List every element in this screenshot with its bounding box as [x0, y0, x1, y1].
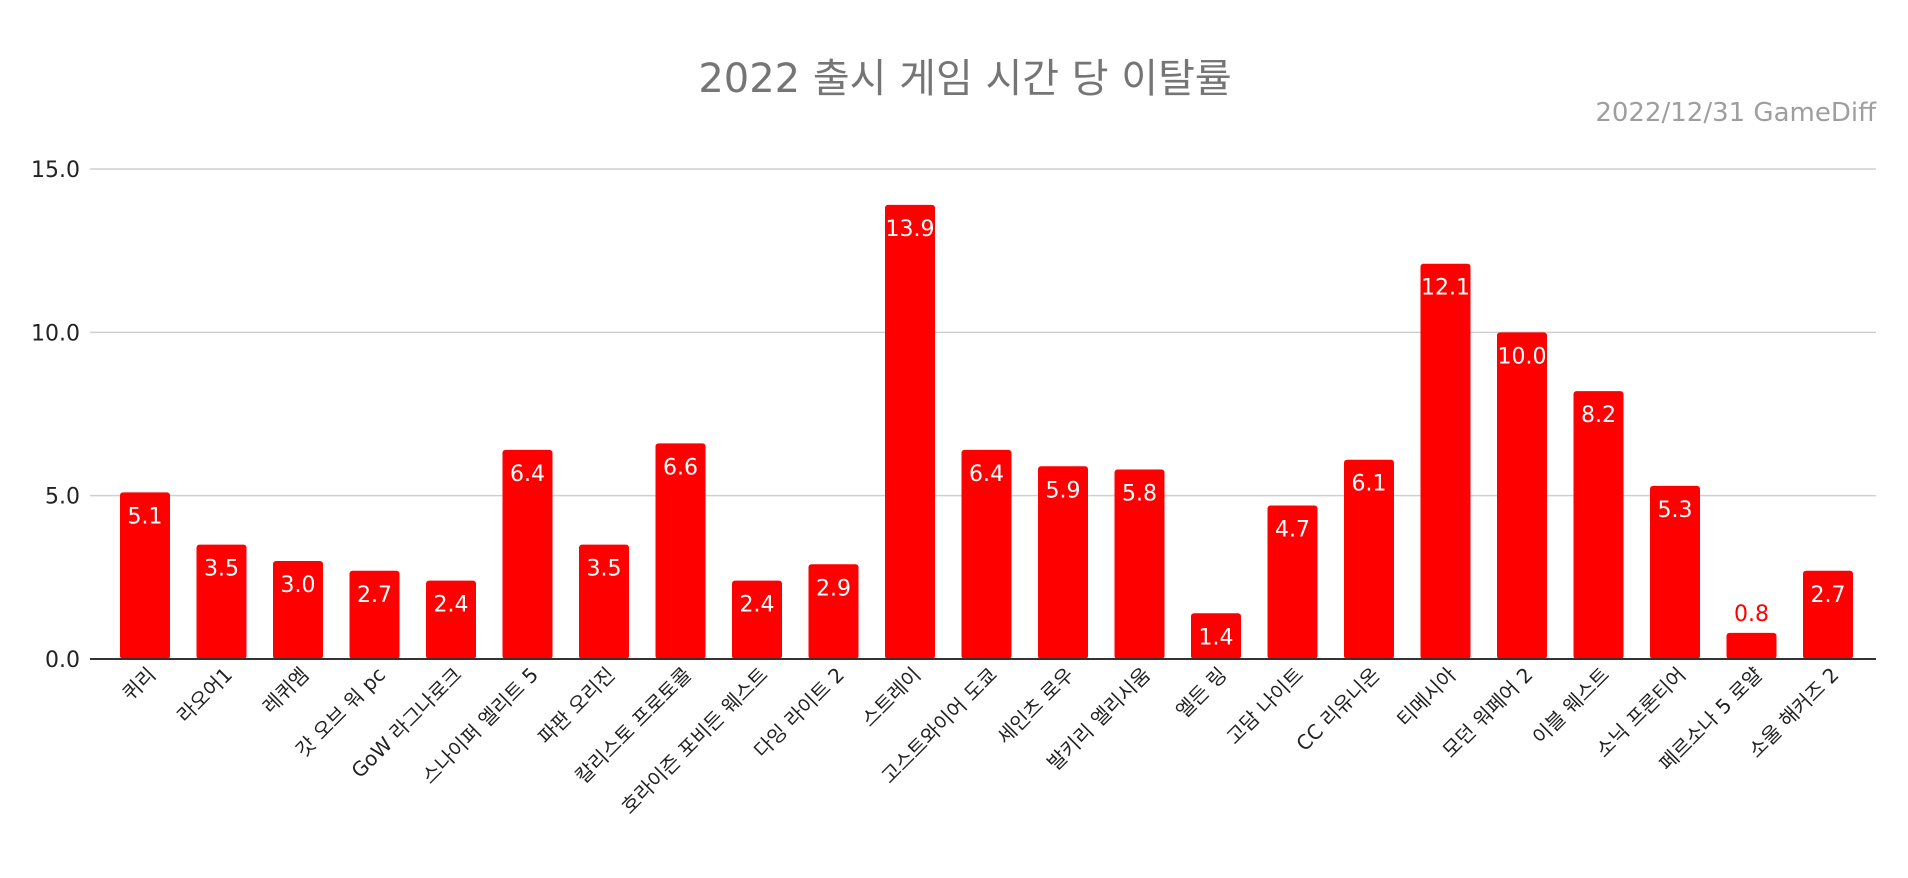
y-tick-label: 5.0: [45, 485, 80, 510]
y-tick-label: 0.0: [45, 648, 80, 673]
bar: [1420, 263, 1471, 659]
data-label: 2.7: [1811, 583, 1846, 608]
x-tick-label: 스트레이: [857, 663, 926, 732]
data-label: 6.4: [969, 462, 1004, 487]
data-label: 12.1: [1421, 276, 1470, 301]
bar: [885, 204, 935, 659]
bar: [655, 443, 706, 659]
bar: [732, 580, 782, 659]
bar: [502, 449, 553, 659]
bar: [579, 544, 629, 659]
bar: [273, 561, 323, 659]
data-label: 3.5: [587, 557, 622, 582]
x-tick-label: 퀴리: [118, 663, 161, 706]
bar: [349, 570, 400, 659]
bar: [808, 564, 859, 659]
data-label: 5.9: [1046, 478, 1081, 503]
data-label: 5.8: [1122, 482, 1157, 507]
data-label: 4.7: [1275, 517, 1310, 542]
data-label: 6.6: [663, 455, 698, 480]
data-label: 10.0: [1498, 344, 1547, 369]
data-label: 5.1: [128, 504, 163, 529]
bar: [1038, 466, 1088, 659]
bar: [1497, 332, 1547, 659]
data-label: 5.3: [1658, 498, 1693, 523]
data-label: 2.9: [816, 576, 851, 601]
bar: [1803, 570, 1853, 659]
x-tick-label: 호라이즌 포비든 웨스트: [616, 663, 772, 819]
y-axis-ticks: 0.0 5.0 10.0 15.0: [31, 158, 80, 673]
y-tick-label: 15.0: [31, 158, 80, 183]
data-label: 6.4: [510, 462, 545, 487]
data-label: 8.2: [1581, 403, 1616, 428]
bar: [1114, 469, 1165, 659]
data-label: 6.1: [1352, 472, 1387, 497]
data-label: 3.0: [281, 573, 316, 598]
bar: [196, 544, 247, 659]
data-label: 3.5: [204, 557, 239, 582]
x-tick-label: 레퀴엠: [258, 663, 314, 719]
bar: [426, 580, 476, 659]
y-tick-label: 10.0: [31, 321, 80, 346]
chart-title: 2022 출시 게임 시간 당 이탈률: [698, 56, 1231, 102]
x-tick-label: 라오어1: [172, 663, 237, 728]
data-label: 2.4: [740, 593, 775, 618]
data-label: 0.8: [1734, 602, 1769, 627]
bars: [120, 204, 1853, 659]
data-label: 2.7: [357, 583, 392, 608]
data-labels: 5.1 3.5 3.0 2.7 2.4 6.4 3.5 6.6 2.4 2.9 13.9 6.4 5.9…: [128, 217, 1846, 650]
data-label: 13.9: [886, 217, 935, 242]
data-label: 1.4: [1199, 625, 1234, 650]
bar: [1344, 459, 1394, 659]
bar: [1191, 613, 1241, 659]
bar: [1650, 485, 1700, 659]
bar: [120, 492, 170, 659]
bar: [961, 449, 1012, 659]
x-tick-label: 엘든 링: [1171, 663, 1232, 724]
chart-subtitle: 2022/12/31 GameDiff: [1595, 98, 1877, 128]
x-tick-label: CC 리유니온: [1291, 663, 1384, 756]
data-label: 2.4: [434, 593, 469, 618]
x-tick-label: 티메시아: [1392, 663, 1461, 732]
bar: [1573, 391, 1624, 659]
bar: [1267, 505, 1318, 659]
bar: [1726, 632, 1777, 659]
